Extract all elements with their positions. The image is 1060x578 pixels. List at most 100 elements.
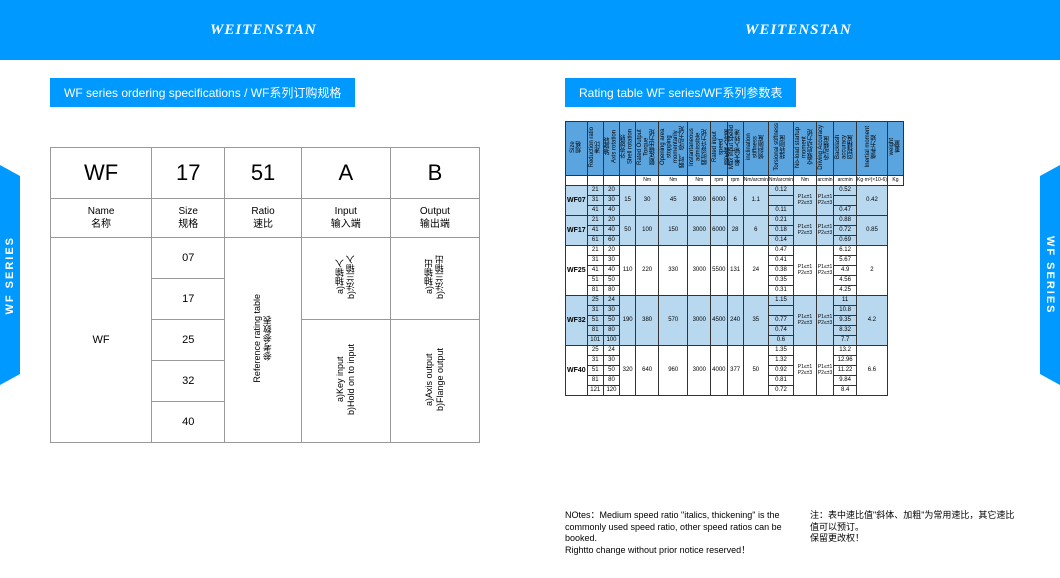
spec-name-cell: WF	[51, 238, 152, 443]
ratio-cell: 41	[587, 206, 603, 216]
noload-cell: 0.81	[768, 376, 793, 386]
inertia-cell: 6.12	[834, 246, 857, 256]
noload-cell: 0.38	[768, 266, 793, 276]
inertia-cell: 10.8	[834, 306, 857, 316]
rating-head-cell: Opening area stopping momentarily瞬时、停动力矩	[659, 122, 688, 176]
ratio-cell: 51	[587, 276, 603, 286]
acc-cell: P1≤±1P2≤±3	[816, 186, 833, 216]
val-cell: 3000	[688, 186, 711, 216]
ratio-cell: 24	[603, 346, 619, 356]
ratio-cell: 40	[603, 226, 619, 236]
ratio-cell: 81	[587, 376, 603, 386]
val-cell: 110	[620, 246, 636, 296]
spec-head-cell: B	[390, 148, 479, 199]
rating-title: Rating table WF series/WF系列参数表	[565, 78, 796, 107]
rating-unit-cell: Nm	[794, 175, 817, 186]
rating-head-cell: No-load startup moment空载启动力矩	[794, 122, 817, 176]
acc-cell: P1≤±1P2≤±3	[816, 216, 833, 246]
rating-unit-cell: Nm	[659, 175, 688, 186]
rating-head-cell: Rated input speed额定输入转速	[711, 122, 727, 176]
ratio-cell: 60	[603, 236, 619, 246]
val-cell: 3000	[688, 246, 711, 296]
inertia-cell: 0.52	[834, 186, 857, 196]
ratio-cell: 25	[587, 346, 603, 356]
val-cell: 4500	[711, 296, 727, 346]
ratio-cell: 81	[587, 326, 603, 336]
rating-head-cell: Backlash accuracy回程精度	[834, 122, 857, 176]
inertia-cell: 0.47	[834, 206, 857, 216]
weight-cell: 2	[857, 246, 888, 296]
acc-cell: P1≤±1P2≤±3	[794, 216, 817, 246]
weight-cell: 4.2	[857, 296, 888, 346]
spec-head-cell: 51	[225, 148, 301, 199]
rating-table: Size规格Reduction ratio速比轴旋转Axis rotation外…	[565, 121, 904, 396]
val-cell: 320	[620, 346, 636, 396]
side-tab-right: WF SERIES	[1040, 165, 1060, 385]
ratio-cell: 80	[603, 326, 619, 336]
spec-input-b: a)Key inputb)Hold on to input	[301, 320, 390, 443]
spec-output-b: a)Axis outputb)Flange output	[390, 320, 479, 443]
val-cell: 28	[727, 216, 743, 246]
val-cell: 6	[727, 186, 743, 216]
noload-cell: 0.18	[768, 226, 793, 236]
top-banner: WEITENSTAN WEITENSTAN	[0, 0, 1060, 60]
ratio-cell: 50	[603, 276, 619, 286]
val-cell: 6000	[711, 216, 727, 246]
ratio-cell: 120	[603, 386, 619, 396]
ratio-cell: 80	[603, 376, 619, 386]
val-cell: 220	[636, 246, 659, 296]
ratio-cell: 40	[603, 206, 619, 216]
inertia-cell: 5.67	[834, 256, 857, 266]
spec-sub-cell: Input输入端	[301, 199, 390, 238]
noload-cell	[768, 306, 793, 316]
val-cell: 240	[727, 296, 743, 346]
noload-cell	[768, 196, 793, 206]
spec-table: WF1751AB Name名称Size规格Ratio速比Input输入端Outp…	[50, 147, 480, 443]
rating-unit-cell: Kg	[887, 175, 903, 186]
rating-unit-cell: Nm/arcmin	[743, 175, 768, 186]
noload-cell: 0.11	[768, 206, 793, 216]
noload-cell: 0.77	[768, 316, 793, 326]
model-cell: WF25	[566, 246, 588, 296]
noload-cell: 0.92	[768, 366, 793, 376]
val-cell: 570	[659, 296, 688, 346]
spec-ratio-cell: Reference rating table参考参数表	[225, 238, 301, 443]
brand-right: WEITENSTAN	[745, 22, 852, 39]
noload-cell: 0.74	[768, 326, 793, 336]
spec-size-cell: 07	[152, 238, 225, 279]
ratio-cell: 25	[587, 296, 603, 306]
rating-unit-cell: Kg·m²(×10-6)	[857, 175, 888, 186]
acc-cell: P1≤±1P2≤±3	[816, 346, 833, 396]
rating-unit-cell: arcmin	[834, 175, 857, 186]
ratio-cell: 30	[603, 356, 619, 366]
rating-unit-cell: Nm	[636, 175, 659, 186]
inertia-cell: 9.35	[834, 316, 857, 326]
rating-head-cell: Torsional stiffness扭转刚度	[768, 122, 793, 176]
rating-head-cell: Inertial moment惯性力矩	[857, 122, 888, 176]
inertia-cell: 13.2	[834, 346, 857, 356]
val-cell: 3000	[688, 296, 711, 346]
ratio-cell: 30	[603, 256, 619, 266]
model-cell: WF07	[566, 186, 588, 216]
spec-sub-cell: Ratio速比	[225, 199, 301, 238]
inertia-cell: 8.32	[834, 326, 857, 336]
rating-page: Rating table WF series/WF系列参数表 Size规格Red…	[565, 78, 1025, 396]
noload-cell: 0.14	[768, 236, 793, 246]
rating-head-cell: inclination stiffness倾斜刚度	[743, 122, 768, 176]
rating-unit-cell: Nm	[688, 175, 711, 186]
ratio-cell: 50	[603, 316, 619, 326]
val-cell: 380	[636, 296, 659, 346]
ratio-cell: 31	[587, 256, 603, 266]
ratio-cell: 80	[603, 286, 619, 296]
inertia-cell: 0.72	[834, 226, 857, 236]
inertia-cell: 0.69	[834, 236, 857, 246]
inertia-cell: 4.56	[834, 276, 857, 286]
ordering-title: WF series ordering specifications / WF系列…	[50, 78, 355, 107]
ratio-cell: 51	[587, 366, 603, 376]
ratio-cell: 101	[587, 336, 603, 346]
model-cell: WF32	[566, 296, 588, 346]
ratio-cell: 30	[603, 306, 619, 316]
acc-cell: P1≤±1P2≤±3	[794, 346, 817, 396]
rating-unit-cell: Nm/arcmin	[768, 175, 793, 186]
weight-cell: 0.85	[857, 216, 888, 246]
